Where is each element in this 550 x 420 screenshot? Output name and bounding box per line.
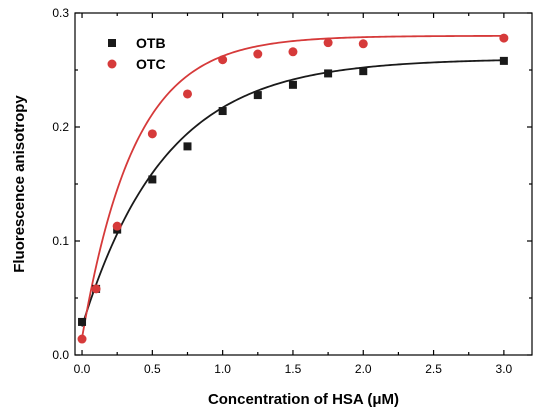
otc-fit-curve (81, 34, 504, 339)
x-axis: 0.0 0.5 1.0 1.5 2.0 2.5 3.0 (74, 13, 513, 376)
otc-point (112, 221, 122, 231)
otc-point (358, 39, 368, 49)
otb-point (359, 67, 368, 76)
otb-point (78, 317, 87, 326)
y-tick-label: 0.1 (52, 234, 69, 248)
otc-point (218, 55, 228, 65)
legend-marker-otb (108, 39, 116, 47)
otc-point (288, 47, 298, 57)
otb-point (148, 175, 157, 184)
otb-point (288, 80, 297, 89)
x-tick-label: 1.0 (214, 362, 231, 376)
legend: OTB OTC (107, 35, 166, 72)
fit-curves (81, 34, 504, 339)
legend-marker-otc (107, 59, 117, 69)
y-tick-label: 0.3 (52, 6, 69, 20)
data-markers (77, 33, 509, 344)
legend-label-otb: OTB (136, 35, 166, 51)
y-tick-label: 0.0 (52, 348, 69, 362)
x-tick-label: 1.5 (285, 362, 302, 376)
legend-label-otc: OTC (136, 56, 166, 72)
otb-point (499, 56, 508, 65)
y-tick-label: 0.2 (52, 120, 69, 134)
otb-point (324, 69, 333, 78)
otc-point (182, 89, 192, 99)
x-axis-title: Concentration of HSA (μM) (208, 391, 399, 408)
x-tick-label: 2.0 (355, 362, 372, 376)
otb-point (218, 107, 227, 116)
otc-point (77, 334, 87, 344)
otb-point (253, 91, 262, 100)
otc-point (253, 49, 263, 59)
x-tick-label: 3.0 (496, 362, 513, 376)
x-tick-label: 0.5 (144, 362, 161, 376)
otc-point (323, 38, 333, 48)
otc-point (499, 33, 509, 43)
y-axis-title: Fluorescence anisotropy (11, 95, 28, 273)
y-axis: 0.0 0.1 0.2 0.3 (52, 6, 532, 362)
otb-fit-curve (81, 59, 504, 327)
otb-point (183, 142, 192, 151)
x-tick-label: 0.0 (74, 362, 91, 376)
x-tick-label: 2.5 (425, 362, 442, 376)
otc-point (147, 129, 157, 139)
otc-point (91, 284, 101, 294)
